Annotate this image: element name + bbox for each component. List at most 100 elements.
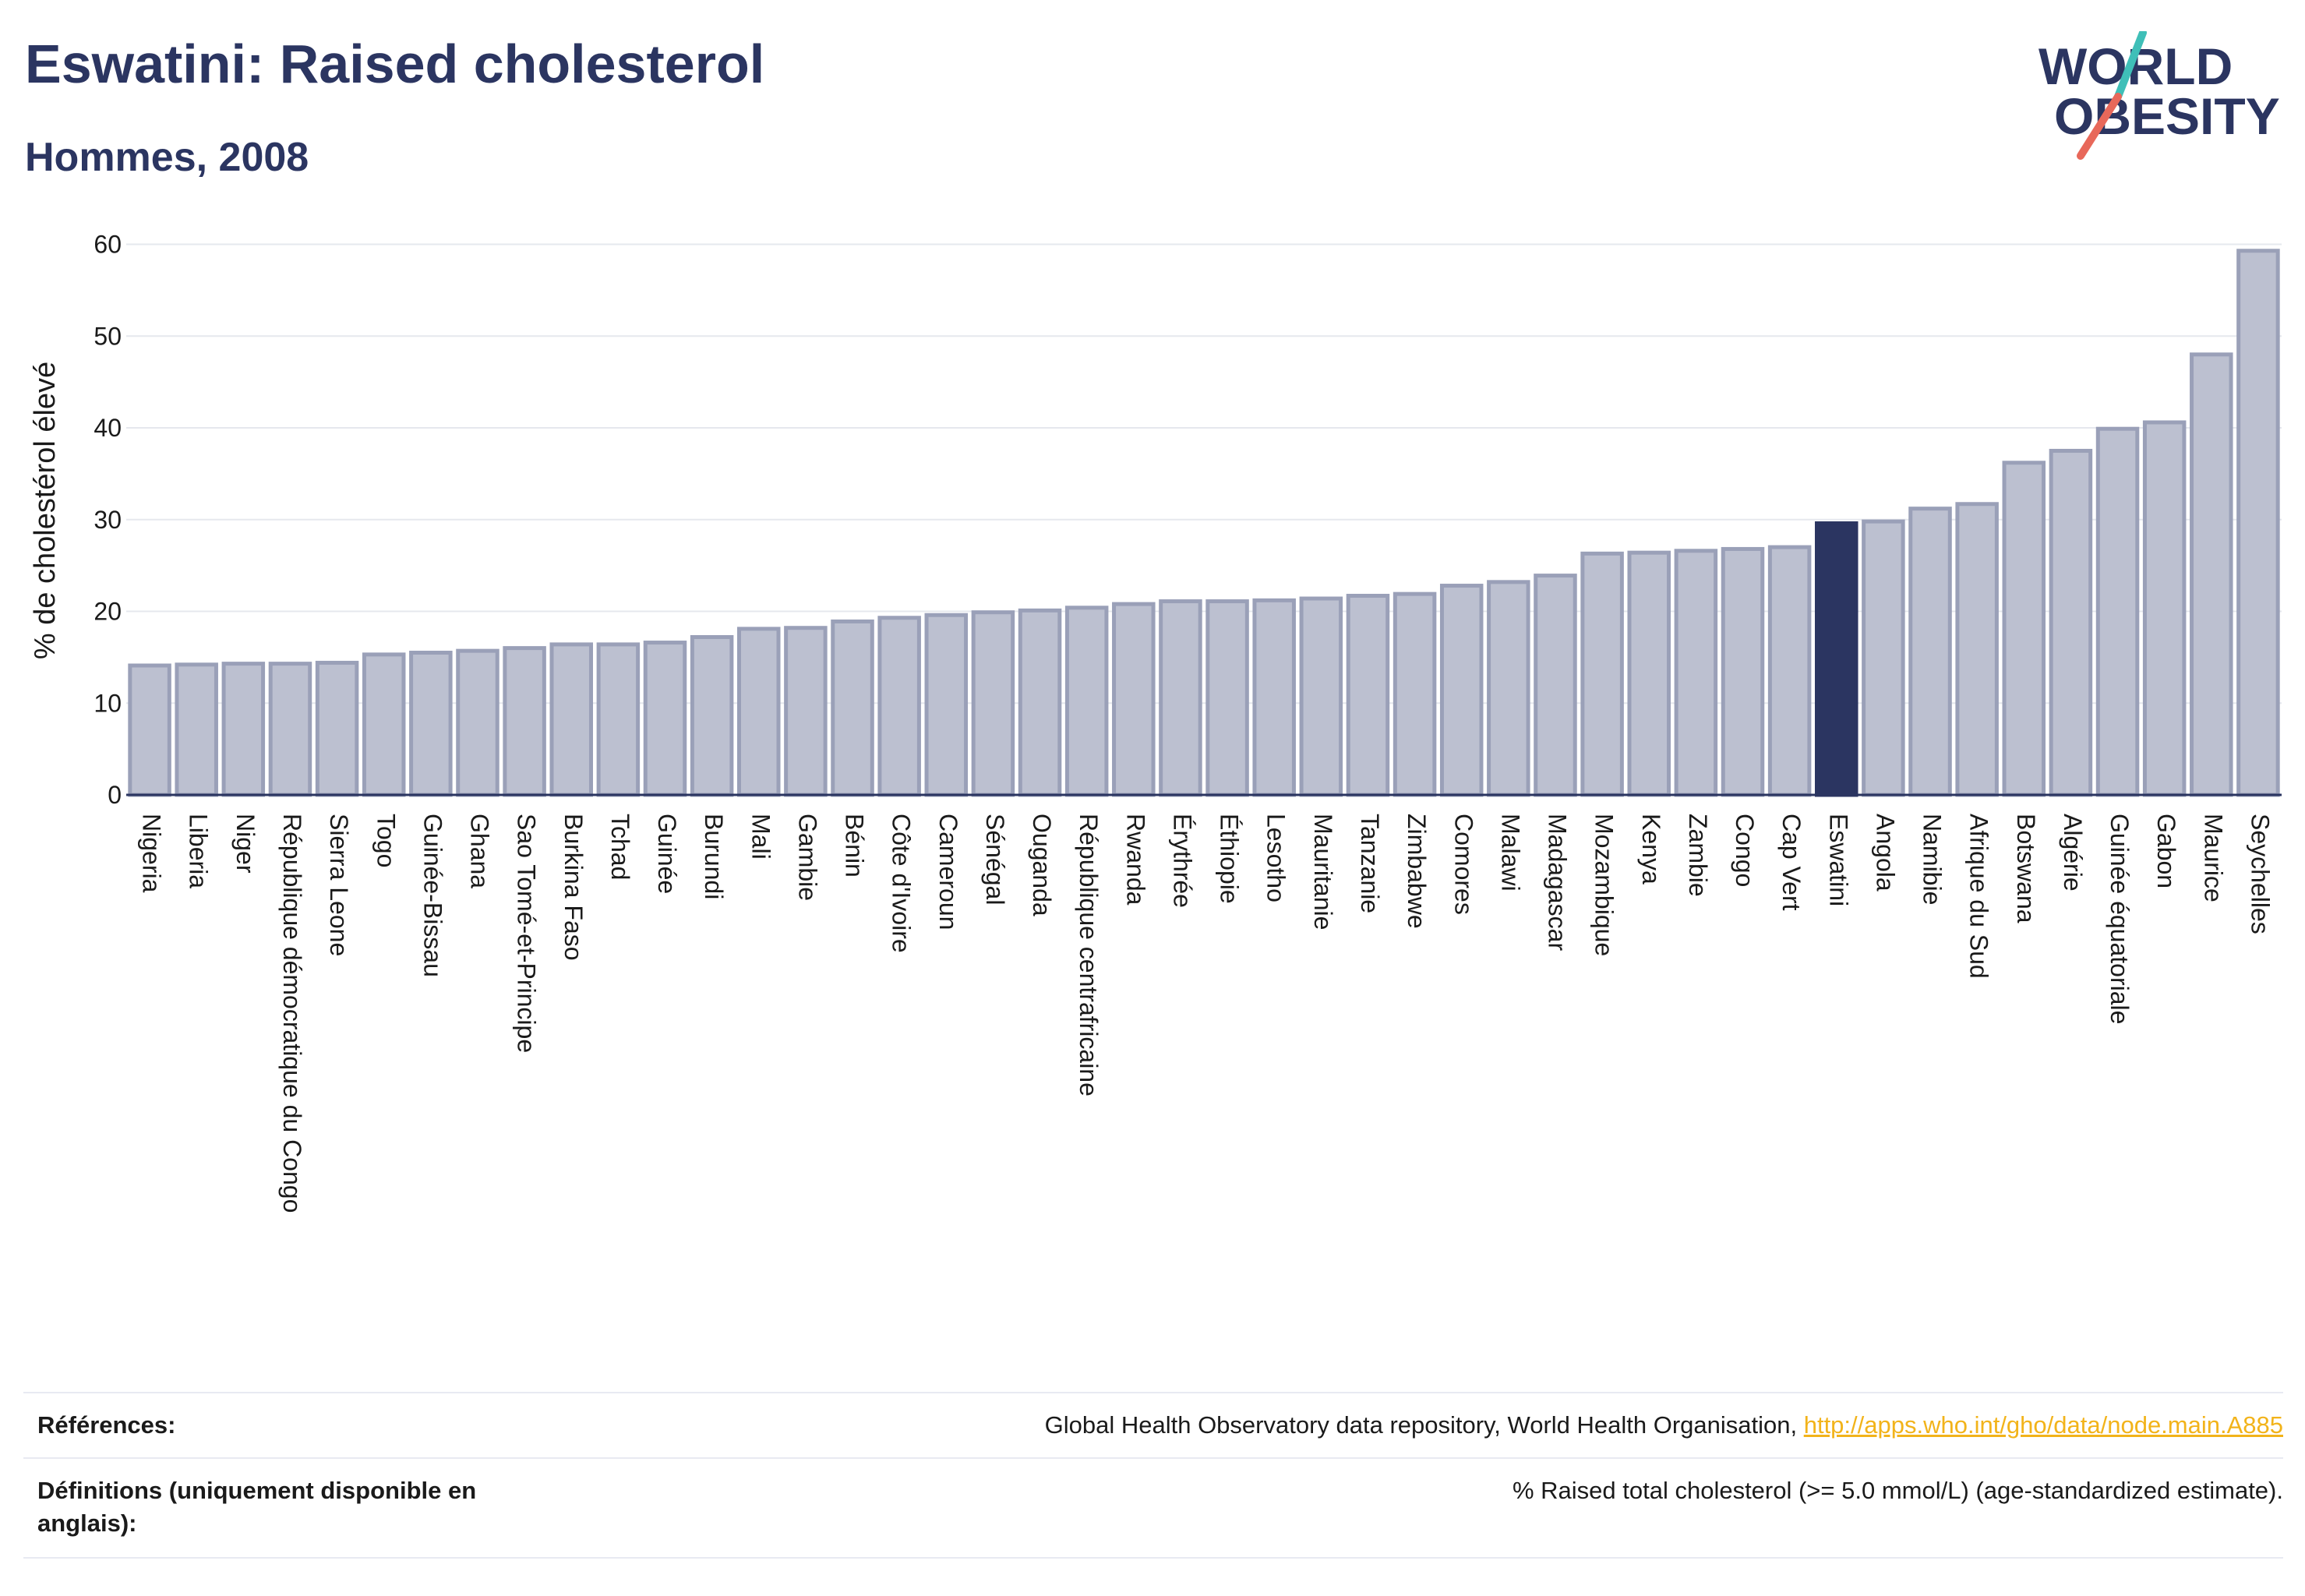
x-tick-label: Érythrée [1168,814,1196,908]
bar [784,626,828,797]
bar [690,634,734,797]
x-tick-label: Burundi [700,814,728,899]
bar [2236,249,2280,797]
bar [1439,584,1484,797]
x-tick-label: Niger [231,814,259,874]
bar [1534,574,1577,797]
y-tick-label: 60 [94,231,122,259]
references-row: Références: Global Health Observatory da… [23,1392,2283,1459]
x-tick-label: Algérie [2059,814,2087,892]
bar [924,613,969,797]
bar [596,642,641,797]
bar [409,651,453,797]
logo-slash-teal [2114,31,2147,101]
x-tick-label: Madagascar [1544,814,1572,951]
x-tick-label: Malawi [1496,814,1524,892]
x-tick-label: Afrique du Sud [1965,814,1993,979]
x-tick-label: Mali [747,814,775,860]
bar [2049,448,2093,797]
y-tick-label: 40 [94,414,122,442]
x-tick-label: Eswatini [1824,814,1852,906]
logo-slash-coral [2077,93,2122,160]
world-obesity-logo: WORLD OBESITY [2038,31,2280,160]
y-tick-label: 20 [94,598,122,626]
bar [503,646,546,797]
bar [1580,551,1624,797]
bar [1674,549,1718,797]
x-tick-label: Botswana [2012,814,2040,923]
x-tick-label: Namibie [1918,814,1947,905]
x-tick-label: Bénin [841,814,869,877]
bar [971,610,1015,797]
bar [1252,598,1296,797]
bar [315,660,359,797]
y-tick-label: 50 [94,322,122,350]
x-tick-label: Liberia [185,814,213,888]
x-tick-label: Angola [1871,814,1899,892]
x-tick-label: Tchad [606,814,634,880]
bar-chart: 0 10 20 30 40 50 60 % de cholestérol élevé Niger… [29,231,2282,1213]
bar [1908,507,1952,797]
x-tick-label: République centrafricaine [1075,814,1103,1096]
y-tick-label: 10 [94,689,122,717]
bar [549,642,593,797]
x-tick-label: Guinée équatoriale [2106,814,2134,1024]
x-tick-label: Guinée-Bissau [418,814,447,977]
x-tick-label: Ouganda [1028,814,1056,916]
x-tick-label: Zimbabwe [1403,814,1431,929]
y-axis-label: % de cholestérol élevé [29,362,62,659]
bar [175,662,218,797]
chart-subtitle: Hommes, 2008 [25,135,309,180]
references-value: Global Health Observatory data repositor… [1045,1409,2283,1442]
bar [362,652,406,797]
bar [128,663,171,797]
references-label: Références: [37,1411,176,1439]
x-tick-label: Ghana [466,814,494,888]
x-tick-label: Maurice [2199,814,2227,902]
x-tick-label: Zambie [1684,814,1712,897]
x-tick-label: Éthiopie [1216,814,1244,904]
bar [737,627,781,797]
definitions-label: Définitions (uniquement disponible en an… [37,1477,477,1537]
bar [1487,580,1530,797]
chart-title: Eswatini: Raised cholesterol [25,34,765,94]
bar [877,616,921,797]
bar [1346,594,1390,797]
bar [831,619,874,797]
bar [268,662,312,797]
bar [1299,596,1343,797]
bar [1393,591,1437,797]
x-tick-label: Sierra Leone [325,814,353,956]
bar [1815,521,1858,797]
x-tick-label: Nigeria [138,814,166,893]
x-tick-label: Cap Vert [1777,814,1806,911]
x-tick-label: Kenya [1637,814,1665,885]
bar [2142,420,2187,797]
x-tick-label: République démocratique du Congo [278,814,306,1213]
x-tick-label: Congo [1731,814,1759,887]
x-tick-label: Lesotho [1262,814,1290,902]
definitions-value: % Raised total cholesterol (>= 5.0 mmol/… [1512,1477,2283,1504]
y-tick-label: 0 [108,781,122,809]
bar [2190,352,2233,797]
x-tick-label: Mauritanie [1309,814,1337,930]
bar [1955,502,1999,797]
x-tick-label: Gambie [793,814,821,901]
y-tick-label: 30 [94,506,122,534]
bar [1018,608,1062,797]
bar [221,662,266,797]
x-tick-label: Togo [372,814,400,867]
x-tick-label: Burkina Faso [559,814,588,961]
x-tick-label: Comores [1449,814,1477,915]
bar [1112,602,1156,797]
x-tick-label: Mozambique [1590,814,1618,956]
references-link[interactable]: http://apps.who.int/gho/data/node.main.A… [1803,1411,2283,1439]
x-tick-label: Tanzanie [1356,814,1384,913]
bar [1862,519,1905,797]
bar [2095,426,2140,797]
bar [456,648,499,797]
x-tick-label: Côte d'Ivoire [888,814,916,953]
x-tick-label: Rwanda [1121,814,1149,906]
x-tick-label: Cameroun [934,814,962,930]
bar [1627,550,1671,797]
